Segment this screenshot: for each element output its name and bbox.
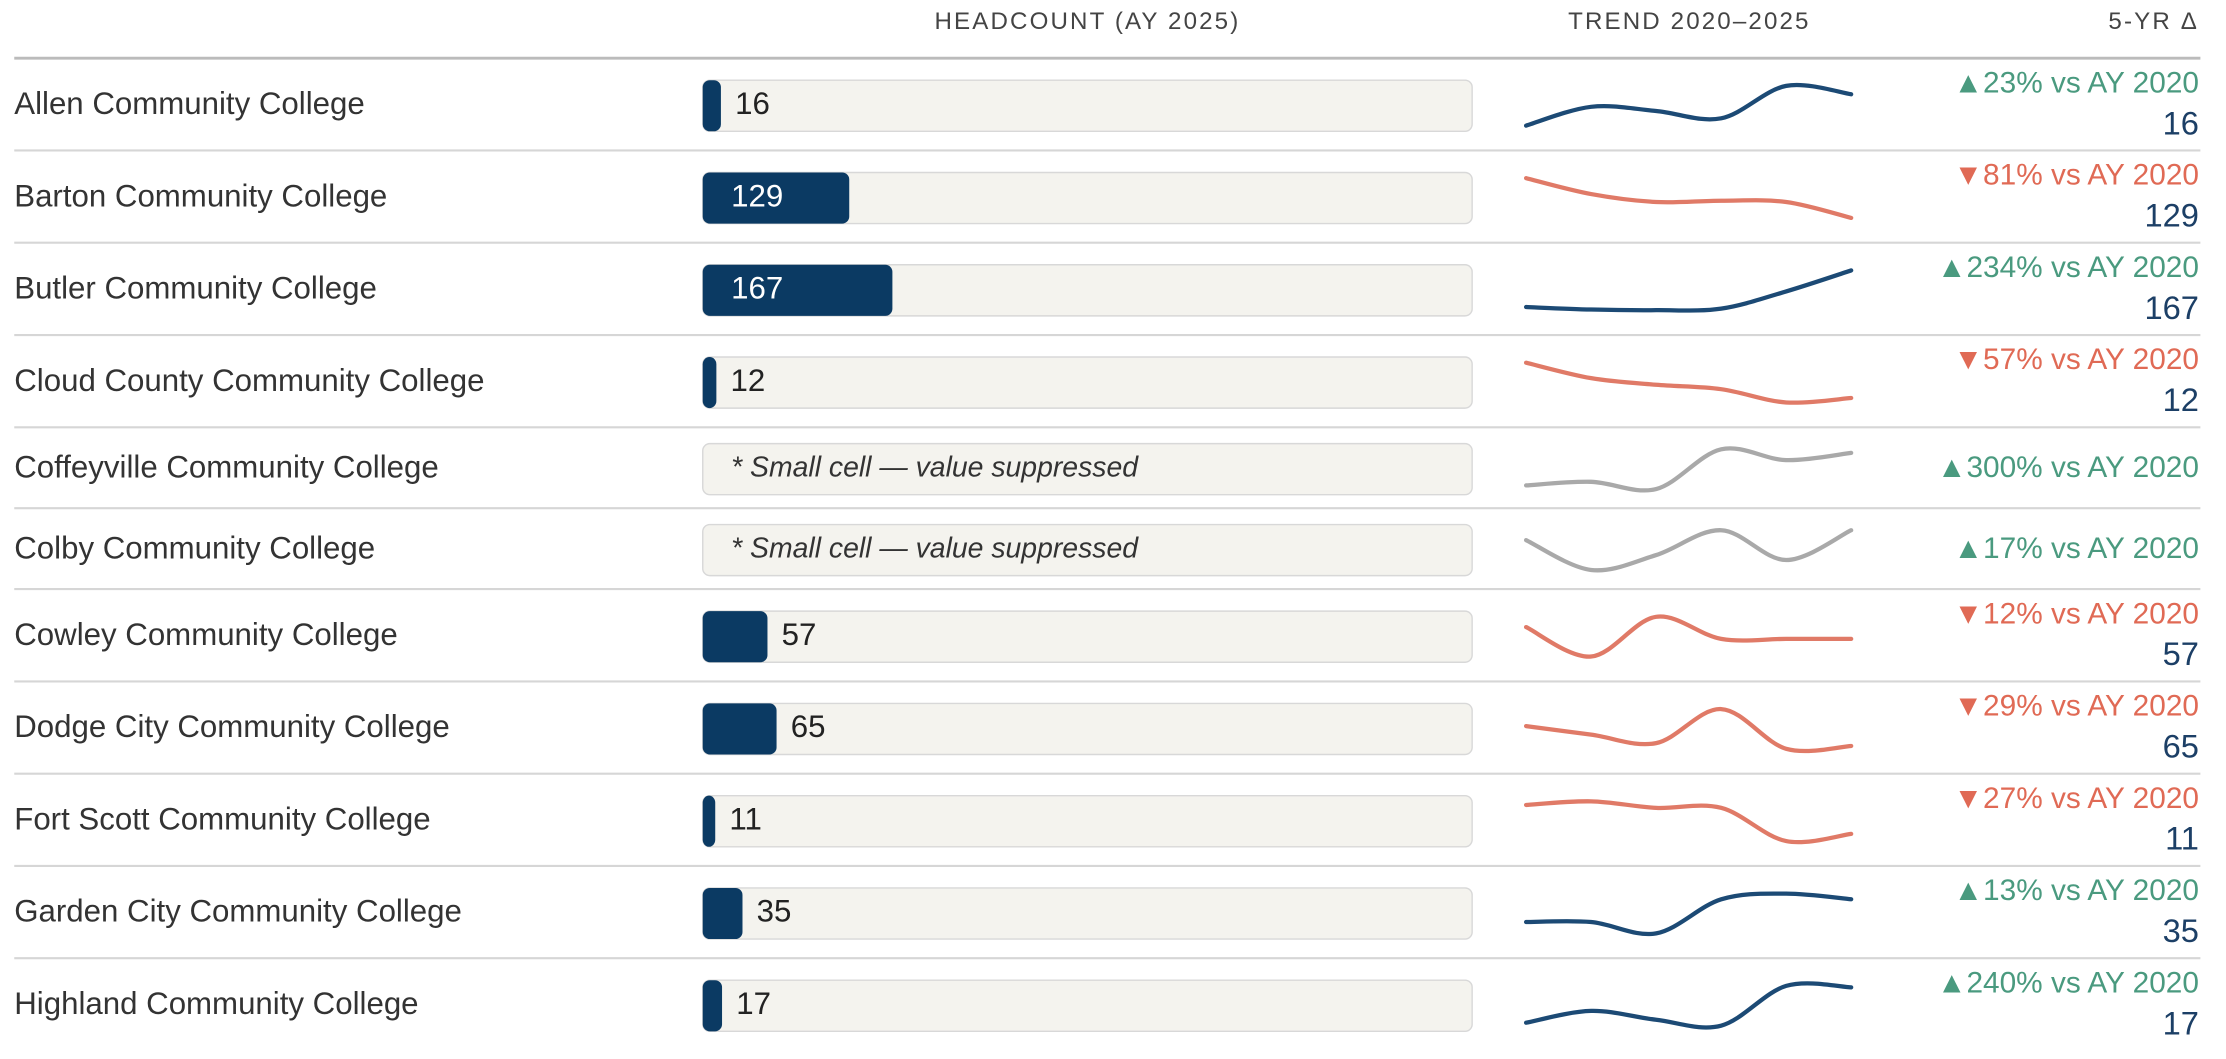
change-label: ▲13% vs AY 2020 — [1954, 874, 2199, 907]
bar — [702, 611, 768, 663]
header-trend: TREND 2020–2025 — [1568, 8, 1811, 35]
bar-value: 35 — [757, 894, 792, 929]
change-label: ▼57% vs AY 2020 — [1954, 343, 2199, 376]
change-label: ▼81% vs AY 2020 — [1954, 159, 2199, 192]
bar — [702, 887, 743, 940]
sparkline — [1523, 799, 1854, 845]
sparkline — [1523, 891, 1854, 937]
change-label: ▲300% vs AY 2020 — [1937, 451, 2199, 484]
header-headcount: HEADCOUNT (AY 2025) — [934, 8, 1240, 35]
bar-track — [702, 887, 1473, 940]
bar — [702, 172, 850, 224]
bar-value: 129 — [731, 178, 783, 213]
bar-value: 16 — [735, 86, 770, 121]
sparkline — [1523, 981, 1854, 1030]
college-name: Cowley Community College — [14, 617, 397, 652]
bar — [702, 980, 723, 1032]
value-label: 65 — [2163, 727, 2199, 764]
sparkline — [1523, 446, 1854, 493]
sparkline — [1523, 176, 1854, 221]
change-label: ▲234% vs AY 2020 — [1937, 251, 2199, 284]
bar — [702, 80, 721, 132]
sparkline — [1523, 268, 1854, 313]
bar — [702, 357, 717, 409]
bar-track — [702, 523, 1473, 577]
bar — [702, 703, 777, 755]
sparkline — [1523, 614, 1854, 659]
college-name: Highland Community College — [14, 986, 418, 1021]
college-name: Colby Community College — [14, 530, 375, 565]
change-label: ▼27% vs AY 2020 — [1954, 782, 2199, 815]
bar-track — [702, 442, 1473, 496]
bar-track — [702, 610, 1473, 663]
college-name: Garden City Community College — [14, 894, 462, 929]
sparkline — [1523, 360, 1854, 405]
bar-value: 12 — [731, 363, 766, 398]
college-name: Butler Community College — [14, 271, 377, 306]
change-label: ▼29% vs AY 2020 — [1954, 690, 2199, 723]
bar-value: 65 — [791, 709, 826, 744]
value-label: 167 — [2145, 289, 2199, 326]
change-label: ▲23% vs AY 2020 — [1954, 66, 2199, 99]
bar-track — [702, 979, 1473, 1033]
value-label: 11 — [2165, 820, 2199, 857]
change-label: ▲17% vs AY 2020 — [1954, 532, 2199, 565]
bar-value: 57 — [782, 617, 817, 652]
sparkline — [1523, 82, 1854, 128]
bar-track — [702, 79, 1473, 133]
college-name: Barton Community College — [14, 178, 387, 213]
value-label: 129 — [2145, 197, 2199, 234]
college-name: Cloud County Community College — [14, 363, 484, 398]
header-delta: 5-YR Δ — [2108, 8, 2199, 35]
bar — [702, 795, 716, 847]
value-label: 35 — [2163, 912, 2199, 949]
suppressed-note: * Small cell — value suppressed — [731, 533, 1139, 565]
value-label: 16 — [2163, 104, 2199, 141]
college-name: Allen Community College — [14, 86, 365, 121]
change-label: ▲240% vs AY 2020 — [1937, 966, 2199, 999]
college-name: Dodge City Community College — [14, 709, 450, 744]
suppressed-note: * Small cell — value suppressed — [731, 452, 1139, 484]
college-name: Coffeyville Community College — [14, 449, 439, 484]
value-label: 57 — [2163, 635, 2199, 672]
value-label: 17 — [2163, 1004, 2199, 1041]
college-name: Fort Scott Community College — [14, 801, 430, 836]
bar — [702, 264, 893, 316]
bar-value: 17 — [736, 986, 771, 1021]
sparkline — [1523, 706, 1854, 754]
bar-track — [702, 794, 1473, 848]
bar-track — [702, 356, 1473, 409]
bar-value: 11 — [729, 801, 761, 836]
value-label: 12 — [2163, 381, 2199, 418]
bar-value: 167 — [731, 271, 783, 306]
change-label: ▼12% vs AY 2020 — [1954, 597, 2199, 630]
sparkline — [1523, 528, 1854, 573]
